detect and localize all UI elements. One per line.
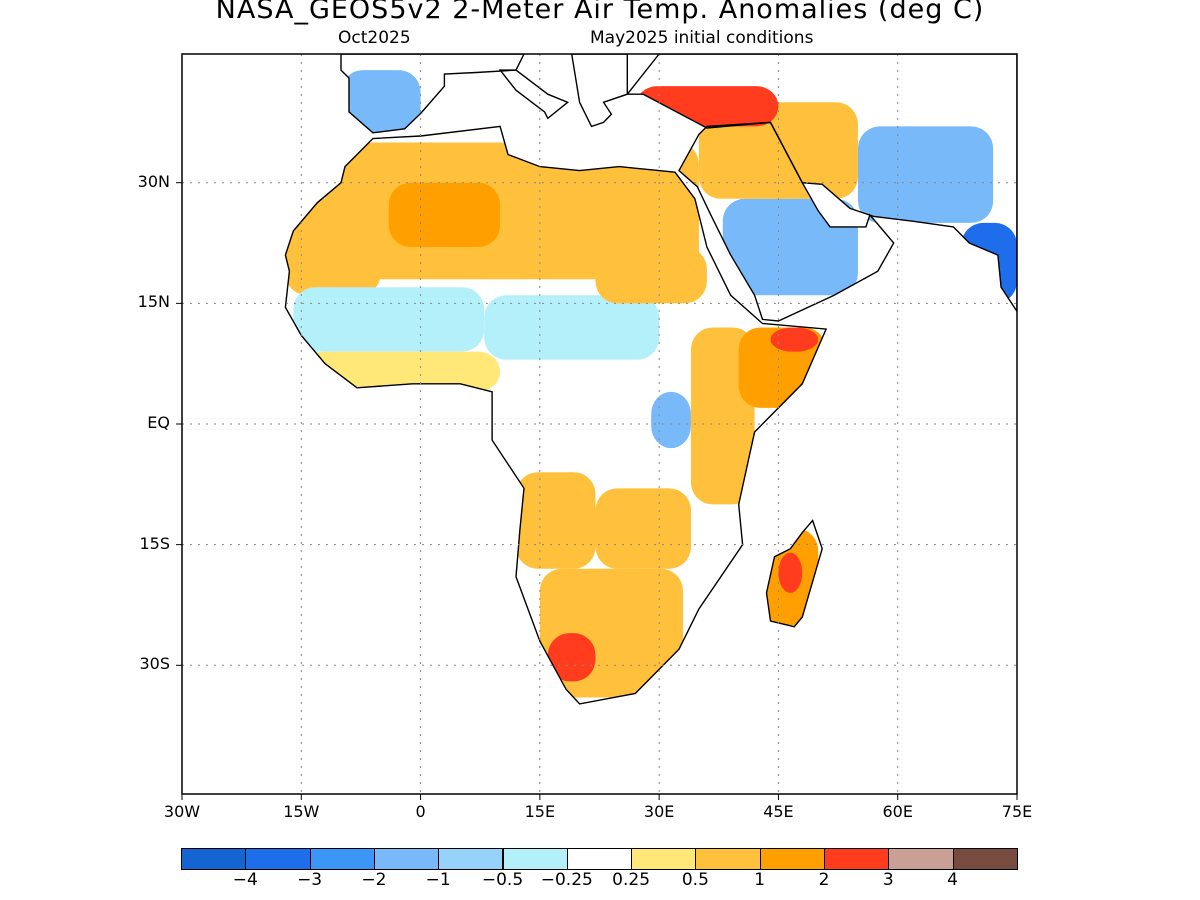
colorbar-swatch xyxy=(952,848,1018,870)
anomaly-region xyxy=(651,391,691,449)
anomaly-region xyxy=(516,375,660,489)
forecast-month: Oct2025 xyxy=(338,28,411,48)
coastline xyxy=(765,519,823,628)
colorbar-swatch xyxy=(245,848,311,870)
colorbar-swatch xyxy=(309,848,375,870)
colorbar-label: 2 xyxy=(818,870,830,890)
anomaly-region xyxy=(595,488,691,569)
anomaly-region xyxy=(770,327,819,352)
colorbar-swatch xyxy=(502,848,568,870)
coastline xyxy=(284,125,828,705)
colorbar-label: 3 xyxy=(882,870,894,890)
colorbar-swatch xyxy=(438,848,504,870)
country-outlines xyxy=(284,54,1017,705)
lat-tick-label: 30N xyxy=(137,171,170,191)
anomaly-region xyxy=(516,472,596,569)
lat-tick-label: 15N xyxy=(137,292,170,312)
colorbar-label: −2 xyxy=(361,870,387,890)
colorbar-swatch xyxy=(373,848,440,870)
colorbar-label: −0.5 xyxy=(481,870,524,890)
anomaly-region xyxy=(301,351,501,392)
italy-land xyxy=(500,70,568,119)
colorbar-swatch xyxy=(181,848,247,870)
anomaly-region xyxy=(778,552,803,593)
lon-tick-label: 15W xyxy=(283,802,320,821)
colorbar-swatch xyxy=(824,848,890,870)
lon-tick-label: 60E xyxy=(882,802,913,821)
coastline xyxy=(625,54,1017,313)
map-frame xyxy=(181,53,1018,795)
colorbar-label: −0.25 xyxy=(540,870,593,890)
anomaly-region xyxy=(857,126,994,223)
anomaly-region xyxy=(484,295,660,360)
colorbar-label: −4 xyxy=(232,870,258,890)
lon-tick-label: 45E xyxy=(763,802,794,821)
lon-tick-label: 0 xyxy=(415,802,426,821)
lon-tick-label: 75E xyxy=(1001,802,1033,821)
anomaly-region xyxy=(690,327,755,505)
colorbar-swatch xyxy=(759,848,825,870)
colorbar-swatch xyxy=(695,848,761,870)
lon-tick-label: 15E xyxy=(524,802,556,821)
colorbar-label: 1 xyxy=(754,870,766,890)
coastline xyxy=(498,69,570,120)
colorbar-label: 0.5 xyxy=(681,870,709,890)
anomaly-region xyxy=(722,198,858,296)
coastline xyxy=(570,54,628,128)
colorbar-label: −1 xyxy=(425,870,451,890)
colorbar-swatch xyxy=(888,848,954,870)
colorbar-swatch xyxy=(566,848,633,870)
anomaly-region xyxy=(547,633,596,682)
lat-tick-label: 30S xyxy=(139,654,170,674)
anomaly-regions xyxy=(285,70,1017,698)
colorbar-label: 4 xyxy=(947,870,958,890)
anomaly-region xyxy=(341,70,421,135)
coastline xyxy=(340,54,525,134)
anomaly-region xyxy=(285,198,381,296)
lon-tick-label: 30W xyxy=(163,802,201,821)
anomaly-region xyxy=(293,287,485,352)
map-gridlines xyxy=(176,54,1018,800)
colorbar-label: −3 xyxy=(297,870,323,890)
initial-conditions: May2025 initial conditions xyxy=(590,28,814,48)
anomaly-region xyxy=(595,247,707,304)
lat-tick-label: EQ xyxy=(147,413,170,432)
greece-land xyxy=(571,54,628,127)
map-title: NASA_GEOS5v2 2-Meter Air Temp. Anomalies… xyxy=(215,0,985,25)
anomaly-region xyxy=(388,182,501,248)
lat-tick-label: 15S xyxy=(139,533,170,553)
colorbar-swatch xyxy=(631,848,697,870)
lon-tick-label: 30E xyxy=(643,802,675,821)
colorbar-label: 0.25 xyxy=(612,870,651,890)
